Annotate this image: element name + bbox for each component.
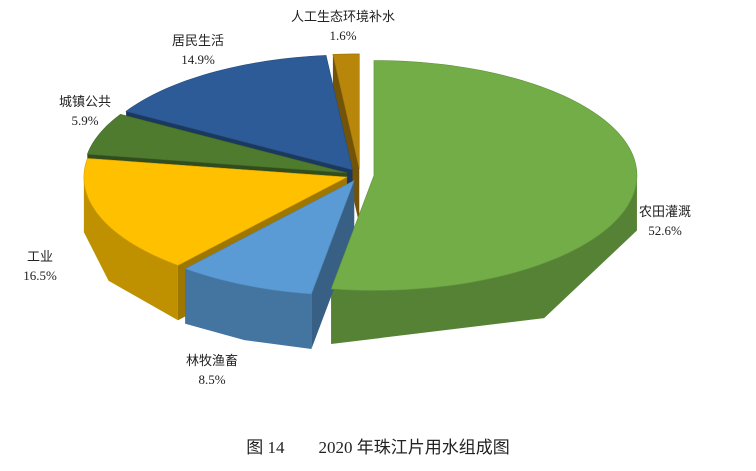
slice-label: 林牧渔畜 <box>186 353 238 368</box>
slice-value-label: 16.5% <box>23 268 57 283</box>
slice-label: 人工生态环境补水 <box>291 9 395 24</box>
slice-side <box>185 268 312 350</box>
slice-label: 居民生活 <box>172 33 224 48</box>
slice-value-label: 52.6% <box>648 223 682 238</box>
slice-label: 农田灌溉 <box>639 204 691 219</box>
chart-title: 图 14 2020 年珠江片用水组成图 <box>246 438 510 457</box>
slice-side <box>83 177 178 321</box>
pie-slice <box>125 55 353 171</box>
slice-value-label: 8.5% <box>198 372 225 387</box>
pie-tops <box>83 53 638 295</box>
slice-label: 城镇公共 <box>59 94 111 109</box>
pie-slice <box>86 114 347 174</box>
pie-slice <box>330 60 638 291</box>
pie-slice <box>332 53 360 169</box>
slice-side <box>331 175 637 344</box>
slice-label: 工业 <box>27 249 53 264</box>
slice-value-label: 14.9% <box>181 52 215 67</box>
slice-value-label: 1.6% <box>329 28 356 43</box>
pie-slice <box>184 179 355 295</box>
slice-value-label: 5.9% <box>71 113 98 128</box>
pie-slice <box>83 158 348 266</box>
